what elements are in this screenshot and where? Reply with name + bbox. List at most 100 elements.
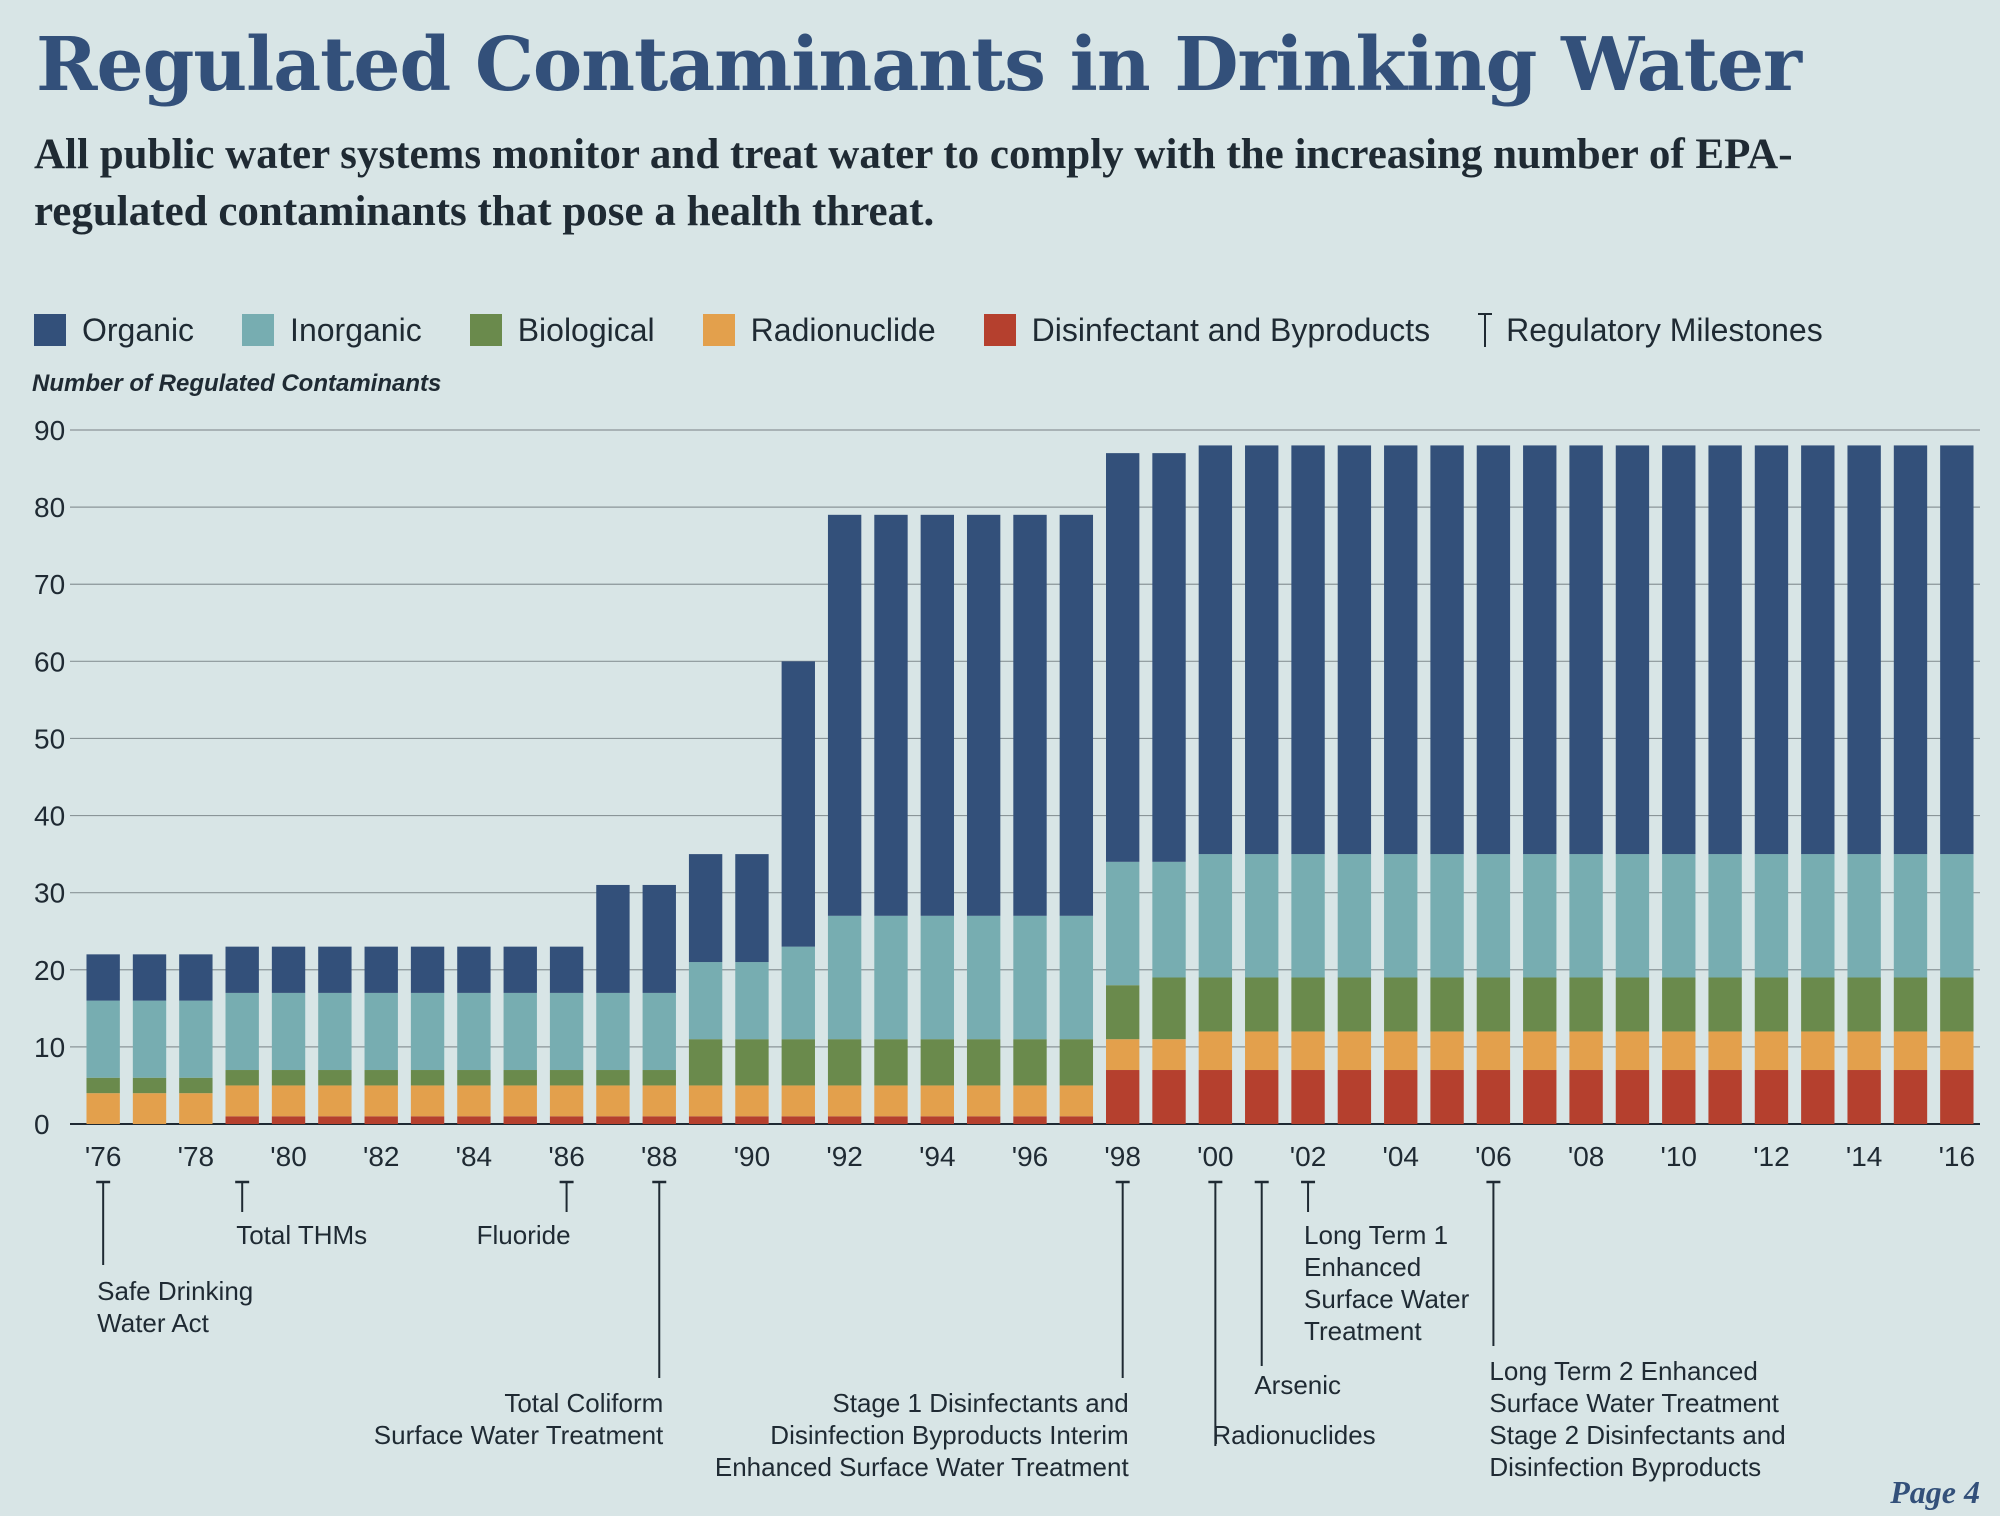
x-tick-label: '86 — [548, 1141, 585, 1172]
milestone-label: Surface Water Treatment — [374, 1420, 664, 1450]
legend-swatch-radionuclide — [702, 314, 735, 346]
bar-segment — [1198, 854, 1233, 978]
bar-segment — [1847, 977, 1881, 1032]
legend-item-radionuclide: Radionuclide — [702, 312, 936, 349]
bar-segment — [1059, 1085, 1094, 1117]
bar-segment — [1708, 977, 1742, 1032]
bar-segment — [642, 884, 676, 993]
bar-segment — [920, 1039, 954, 1086]
bar-segment — [1013, 1116, 1047, 1124]
bar-segment — [1615, 854, 1650, 978]
bar-segment — [1940, 445, 1974, 855]
bar-segment — [1615, 1031, 1650, 1071]
bar-segment — [827, 915, 862, 1040]
bar-segment — [966, 1039, 1001, 1086]
bar-segment — [1106, 453, 1140, 862]
milestone-label: Arsenic — [1254, 1370, 1341, 1400]
bar-segment — [735, 1085, 769, 1117]
milestone-label: Water Act — [97, 1308, 210, 1338]
x-tick-label: '96 — [1012, 1141, 1049, 1172]
x-tick-label: '12 — [1753, 1141, 1790, 1172]
bar-segment — [781, 661, 815, 947]
bar-segment — [1291, 1031, 1325, 1071]
x-tick-label: '84 — [456, 1141, 493, 1172]
page-title: Regulated Contaminants in Drinking Water — [36, 22, 1802, 108]
y-tick-label: 0 — [34, 1109, 50, 1140]
bar-segment — [1013, 1085, 1047, 1117]
x-tick-label: '14 — [1846, 1141, 1883, 1172]
bar-segment — [1569, 1031, 1603, 1071]
bar-segment — [457, 1116, 491, 1124]
bar-segment — [1615, 445, 1650, 855]
bar-segment — [1430, 1070, 1464, 1124]
bar-segment — [1893, 854, 1928, 978]
bar-segment — [271, 946, 306, 993]
chart-legend: Organic Inorganic Biological Radionuclid… — [34, 308, 1871, 352]
y-tick-label: 90 — [34, 415, 65, 446]
bar-segment — [1940, 1031, 1974, 1071]
x-tick-label: '76 — [85, 1141, 122, 1172]
legend-item-disinfectant: Disinfectant and Byproducts — [983, 312, 1430, 349]
legend-label-biological: Biological — [517, 311, 655, 348]
bar-segment — [1430, 854, 1464, 978]
bar-segment — [596, 992, 630, 1071]
bar-segment — [364, 1085, 398, 1117]
milestone-tick-icon — [1478, 313, 1493, 347]
bar-segment — [179, 1077, 213, 1094]
bar-segment — [1801, 1070, 1835, 1124]
bar-segment — [225, 1085, 259, 1117]
bar-segment — [179, 1093, 213, 1124]
bar-segment — [86, 954, 120, 1001]
bar-segment — [596, 884, 630, 993]
bar-segment — [318, 946, 352, 993]
bar-segment — [735, 1116, 769, 1124]
x-tick-label: '82 — [363, 1141, 400, 1172]
bar-segment — [1801, 977, 1835, 1032]
bar-segment — [827, 514, 862, 916]
bar-segment — [271, 1116, 306, 1124]
bar-segment — [364, 1116, 398, 1124]
bar-segment — [1152, 1070, 1186, 1124]
x-tick-label: '08 — [1568, 1141, 1605, 1172]
y-tick-label: 80 — [34, 492, 65, 523]
x-tick-label: '10 — [1661, 1141, 1698, 1172]
y-tick-label: 10 — [34, 1032, 65, 1063]
x-tick-label: '90 — [734, 1141, 771, 1172]
bar-segment — [1245, 1070, 1279, 1124]
bar-segment — [1059, 1039, 1094, 1086]
bar-segment — [781, 1085, 815, 1117]
bar-segment — [827, 1039, 862, 1086]
bar-segment — [457, 992, 491, 1071]
bar-segment — [1106, 1039, 1140, 1071]
bar-segment — [874, 1039, 908, 1086]
bar-segment — [318, 1116, 352, 1124]
bar-segment — [1384, 854, 1418, 978]
y-axis-title: Number of Regulated Contaminants — [32, 370, 442, 397]
bar-segment — [1569, 854, 1603, 978]
bar-segment — [1662, 1070, 1696, 1124]
x-tick-label: '04 — [1382, 1141, 1419, 1172]
milestone-label: Stage 2 Disinfectants and — [1489, 1420, 1785, 1450]
bar-segment — [1476, 1070, 1511, 1124]
bar-segment — [1245, 977, 1279, 1032]
bar-segment — [966, 1085, 1001, 1117]
y-tick-label: 40 — [34, 801, 65, 832]
bar-segment — [1384, 977, 1418, 1032]
bar-segment — [1013, 915, 1047, 1040]
bar-segment — [225, 946, 259, 993]
bar-segment — [549, 1116, 584, 1124]
page-subtitle: All public water systems monitor and tre… — [34, 131, 1793, 235]
bar-segment — [457, 1085, 491, 1117]
bar-segment — [920, 915, 954, 1040]
bar-segment — [1059, 514, 1094, 916]
legend-item-organic: Organic — [34, 312, 194, 349]
bar-segment — [827, 1085, 862, 1117]
bar-segment — [549, 946, 584, 993]
y-tick-label: 70 — [34, 569, 65, 600]
bar-segment — [1893, 1070, 1928, 1124]
bar-segment — [1476, 854, 1511, 978]
x-tick-label: '88 — [641, 1141, 678, 1172]
bar-segment — [688, 1085, 723, 1117]
milestone-label: Disinfection Byproducts Interim — [770, 1420, 1128, 1450]
bar-segment — [596, 1085, 630, 1117]
